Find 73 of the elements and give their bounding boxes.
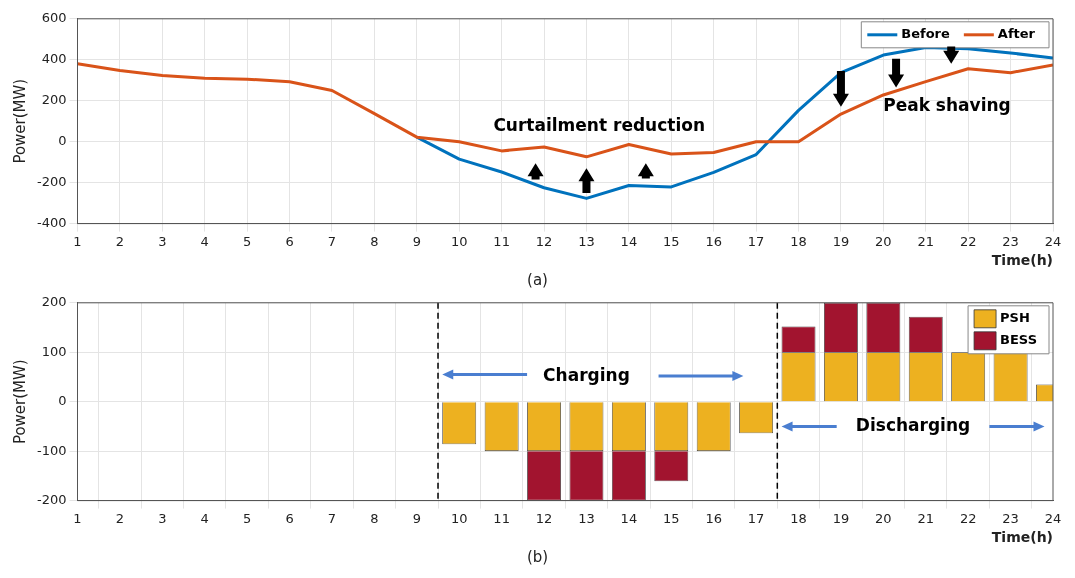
x-axis-title: Time(h) <box>991 252 1053 269</box>
x-tick-label: 11 <box>493 233 510 249</box>
x-tick-label: 12 <box>535 510 553 526</box>
y-tick-label: 200 <box>41 92 67 108</box>
x-tick-label: 18 <box>790 510 807 526</box>
y-tick-label: -100 <box>36 442 67 458</box>
x-tick-label: 5 <box>243 233 252 249</box>
x-tick-label: 3 <box>158 233 167 249</box>
x-tick-label: 7 <box>327 233 337 249</box>
y-axis-title: Power(MW) <box>10 359 29 445</box>
x-tick-label: 4 <box>200 233 209 249</box>
x-tick-label: 13 <box>578 233 595 249</box>
y-tick-label: 0 <box>58 133 67 149</box>
x-tick-label: 21 <box>917 233 935 249</box>
text: (b) <box>525 547 550 568</box>
x-tick-label: 8 <box>370 233 379 249</box>
x-tick-label: 1 <box>73 233 82 249</box>
annotation: Peak shaving <box>883 95 1011 116</box>
x-tick-label: 17 <box>747 510 765 526</box>
x-tick-label: 14 <box>620 233 638 249</box>
x-axis-title: Time(h) <box>991 529 1053 546</box>
x-tick-label: 15 <box>663 510 680 526</box>
x-tick-label: 6 <box>285 510 294 526</box>
y-tick-label: 0 <box>58 393 67 409</box>
x-tick-label: 12 <box>535 233 553 249</box>
x-tick-label: 24 <box>1044 233 1062 249</box>
x-tick-label: 10 <box>450 233 468 249</box>
x-tick-label: 19 <box>832 510 850 526</box>
x-tick-label: 2 <box>115 510 125 526</box>
text: (a) <box>526 270 549 291</box>
x-tick-label: 10 <box>450 510 468 526</box>
y-tick-label: 400 <box>41 51 67 67</box>
x-tick-label: 24 <box>1044 510 1062 526</box>
x-tick-label: 20 <box>875 233 892 249</box>
x-tick-label: 23 <box>1002 233 1019 249</box>
x-tick-label: 14 <box>620 510 638 526</box>
annotation: Discharging <box>855 414 971 435</box>
x-tick-label: 13 <box>578 510 595 526</box>
y-axis-title: Power(MW) <box>10 78 29 164</box>
x-tick-label: 23 <box>1002 510 1019 526</box>
x-tick-label: 9 <box>412 510 421 526</box>
annotation: Charging <box>543 365 630 386</box>
x-tick-label: 11 <box>493 510 510 526</box>
x-tick-label: 18 <box>790 233 807 249</box>
legend-label: After <box>997 26 1036 42</box>
legend-label: PSH <box>1000 310 1030 326</box>
x-tick-label: 15 <box>663 233 680 249</box>
x-tick-label: 17 <box>747 233 765 249</box>
x-tick-label: 19 <box>832 233 850 249</box>
x-tick-label: 9 <box>412 233 421 249</box>
x-tick-label: 16 <box>705 233 722 249</box>
x-tick-label: 22 <box>959 233 977 249</box>
y-tick-label: -200 <box>36 174 67 190</box>
x-tick-label: 8 <box>370 510 379 526</box>
x-tick-label: 21 <box>917 510 935 526</box>
x-tick-label: 22 <box>959 510 977 526</box>
x-tick-label: 6 <box>285 233 294 249</box>
y-tick-label: 100 <box>41 343 67 359</box>
y-tick-label: 200 <box>41 294 67 310</box>
y-tick-label: -200 <box>36 491 67 507</box>
x-tick-label: 3 <box>158 510 167 526</box>
x-tick-label: 5 <box>243 510 252 526</box>
y-tick-label: 600 <box>41 10 67 26</box>
x-tick-label: 16 <box>705 510 722 526</box>
x-tick-label: 20 <box>875 510 892 526</box>
x-tick-label: 1 <box>73 510 82 526</box>
annotation: Curtailment reduction <box>493 114 705 135</box>
x-tick-label: 4 <box>200 510 209 526</box>
x-tick-label: 7 <box>327 510 337 526</box>
x-tick-label: 2 <box>115 233 125 249</box>
y-tick-label: -400 <box>36 214 67 230</box>
legend-label: BESS <box>1000 332 1038 348</box>
legend-label: Before <box>901 26 951 42</box>
